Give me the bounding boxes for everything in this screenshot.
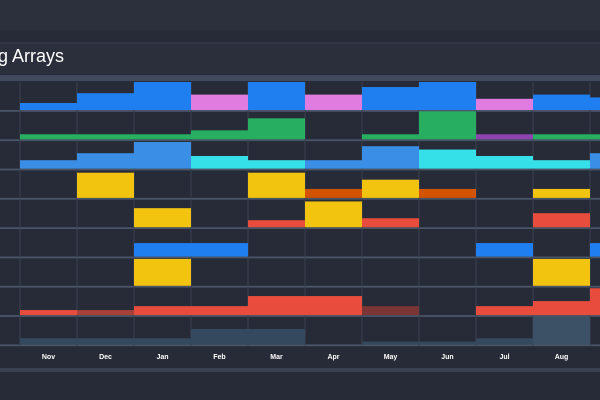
row-separator <box>0 315 600 317</box>
x-tick-label: May <box>384 354 398 361</box>
bar <box>590 288 600 316</box>
row-separator <box>0 344 600 347</box>
top-bar <box>0 0 600 30</box>
bar <box>362 146 419 169</box>
bar <box>305 201 362 228</box>
bar <box>134 142 191 169</box>
row-separator <box>0 139 600 142</box>
bar <box>248 82 305 110</box>
bar <box>20 338 77 345</box>
x-tick-label: Jun <box>441 354 453 361</box>
bar <box>134 243 191 257</box>
bar <box>248 329 305 345</box>
row-separator <box>0 227 600 229</box>
bar <box>476 243 533 257</box>
bar <box>191 130 248 140</box>
x-tick-label: Jul <box>499 354 509 361</box>
bar <box>305 160 362 169</box>
bar <box>77 153 134 169</box>
bar <box>20 310 77 316</box>
bar <box>419 188 476 198</box>
bar <box>590 153 600 169</box>
bar <box>590 97 600 110</box>
bar <box>191 156 248 169</box>
bar <box>305 188 362 198</box>
bar <box>20 103 77 110</box>
bar <box>134 338 191 345</box>
bar <box>305 94 362 110</box>
bar <box>191 306 248 316</box>
bar <box>77 338 134 345</box>
row-separator <box>0 168 600 171</box>
bar <box>590 243 600 257</box>
bar <box>362 218 419 228</box>
bar <box>77 172 134 198</box>
bar <box>191 243 248 257</box>
bar <box>533 213 590 228</box>
x-tick-label: Nov <box>42 354 55 361</box>
bar <box>590 134 600 140</box>
bar <box>362 179 419 198</box>
bar <box>533 134 590 140</box>
bar <box>476 134 533 140</box>
x-tick-label: Aug <box>555 354 569 361</box>
bar <box>134 258 191 286</box>
bar <box>134 306 191 316</box>
bar <box>134 208 191 228</box>
row-separator <box>0 197 600 200</box>
bar <box>533 160 590 169</box>
bar <box>362 134 419 140</box>
bar <box>362 87 419 110</box>
bar <box>533 316 590 345</box>
bar <box>20 134 77 140</box>
bar <box>476 338 533 345</box>
x-tick-label: Dec <box>99 354 112 361</box>
header-strip <box>0 75 600 81</box>
x-tick-label: Feb <box>213 354 225 361</box>
bar <box>419 111 476 140</box>
panel-title: g Arrays <box>0 46 64 66</box>
bar <box>419 82 476 110</box>
bar <box>533 188 590 198</box>
bar <box>248 160 305 169</box>
bar <box>191 329 248 345</box>
bar <box>248 172 305 198</box>
bar <box>476 156 533 169</box>
panel-header <box>0 44 600 74</box>
row-separator <box>0 110 600 112</box>
bar <box>476 306 533 316</box>
bar <box>533 258 590 286</box>
bar <box>20 160 77 169</box>
x-tick-label: Jan <box>156 354 168 361</box>
bar <box>248 220 305 228</box>
bar <box>77 93 134 110</box>
bar <box>476 98 533 110</box>
x-tick-label: Apr <box>327 354 339 361</box>
bar <box>134 82 191 110</box>
bar <box>533 301 590 316</box>
bar <box>362 306 419 316</box>
bar <box>362 341 419 345</box>
row-separator <box>0 256 600 259</box>
bar <box>77 310 134 316</box>
bar <box>191 94 248 110</box>
bar <box>134 134 191 140</box>
bar <box>419 149 476 169</box>
bar <box>248 118 305 140</box>
footer-strip <box>0 368 600 372</box>
bar <box>305 296 362 316</box>
bar <box>533 94 590 110</box>
bar <box>419 341 476 345</box>
bar <box>248 296 305 316</box>
x-tick-label: Mar <box>270 354 283 361</box>
bar <box>77 134 134 140</box>
row-separator <box>0 285 600 288</box>
